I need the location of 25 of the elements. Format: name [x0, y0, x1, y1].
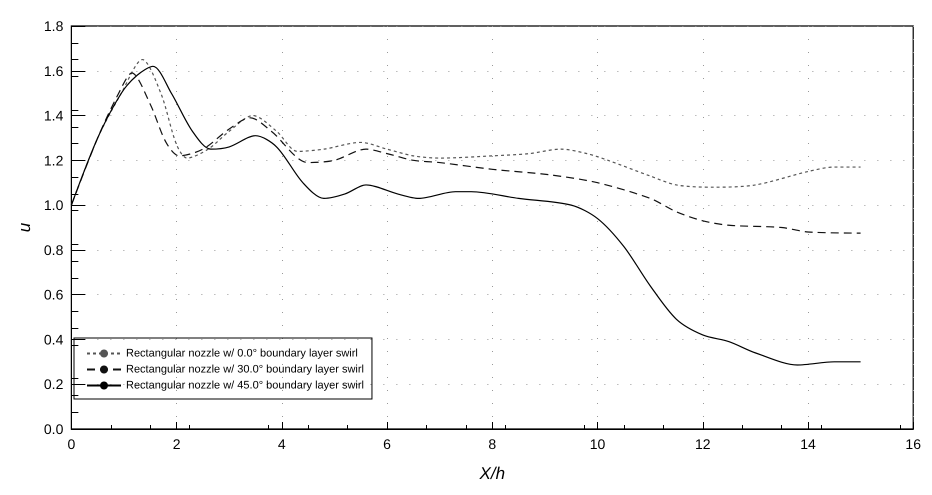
y-axis-title: u	[15, 222, 34, 232]
y-tick-label: 1.4	[44, 108, 64, 124]
y-tick-label: 1.8	[44, 18, 64, 34]
x-tick-label: 4	[278, 436, 286, 452]
legend-label: Rectangular nozzle w/ 45.0° boundary layer swirl	[126, 380, 364, 392]
y-tick-label: 0.2	[44, 376, 64, 392]
legend-label: Rectangular nozzle w/ 30.0° boundary layer swirl	[126, 364, 364, 376]
y-tick-label: 1.6	[44, 62, 64, 79]
x-tick-label: 2	[172, 436, 181, 452]
legend-label: Rectangular nozzle w/ 0.0° boundary layer swirl	[126, 348, 358, 360]
y-tick-label: 0.4	[44, 331, 64, 348]
x-tick-label: 14	[800, 436, 816, 452]
y-tick-label: 0.6	[44, 286, 64, 303]
y-tick-label: 0.0	[44, 421, 64, 437]
line-series	[70, 72, 862, 234]
x-tick-label: 8	[488, 436, 496, 452]
x-tick-label: 10	[590, 436, 606, 452]
x-axis-title: X/h	[478, 464, 506, 483]
x-tick-label: 16	[905, 436, 922, 452]
x-tick-label: 0	[67, 436, 76, 452]
x-tick-label: 12	[694, 436, 711, 452]
y-tick-label: 0.8	[44, 242, 64, 258]
y-tick-label: 1.2	[44, 152, 64, 168]
x-tick-label: 6	[383, 436, 392, 452]
y-tick-label: 1.0	[44, 197, 64, 214]
